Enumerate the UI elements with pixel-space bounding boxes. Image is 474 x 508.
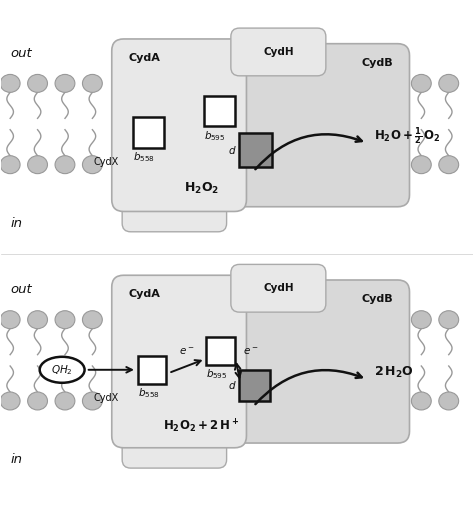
Text: CydB: CydB xyxy=(361,58,393,68)
FancyBboxPatch shape xyxy=(204,280,410,443)
Bar xyxy=(138,356,166,384)
Text: $\mathbf{H_2O_2}$: $\mathbf{H_2O_2}$ xyxy=(184,181,219,196)
Ellipse shape xyxy=(27,392,47,410)
Ellipse shape xyxy=(411,392,431,410)
Ellipse shape xyxy=(439,311,459,329)
Text: in: in xyxy=(10,453,22,466)
Text: $\mathbf{H_2O + \frac{1}{2}\,O_2}$: $\mathbf{H_2O + \frac{1}{2}\,O_2}$ xyxy=(374,125,441,147)
Ellipse shape xyxy=(40,357,84,383)
Text: $QH_2$: $QH_2$ xyxy=(51,363,73,377)
Text: CydA: CydA xyxy=(128,290,160,299)
Ellipse shape xyxy=(55,392,75,410)
Ellipse shape xyxy=(0,74,20,92)
Text: CydX: CydX xyxy=(93,157,119,167)
Bar xyxy=(204,96,235,126)
Ellipse shape xyxy=(0,392,20,410)
Text: $\mathbf{2\,H_2O}$: $\mathbf{2\,H_2O}$ xyxy=(374,365,414,379)
FancyBboxPatch shape xyxy=(122,416,227,468)
Ellipse shape xyxy=(82,155,102,174)
Text: $b_{558}$: $b_{558}$ xyxy=(133,150,155,164)
Text: $\mathbf{H_2O_2 + 2\,H^+}$: $\mathbf{H_2O_2 + 2\,H^+}$ xyxy=(164,418,240,435)
Ellipse shape xyxy=(82,392,102,410)
Text: $e^-$: $e^-$ xyxy=(243,345,258,357)
FancyBboxPatch shape xyxy=(112,39,246,211)
Text: $b_{558}$: $b_{558}$ xyxy=(138,386,160,400)
Ellipse shape xyxy=(0,311,20,329)
Ellipse shape xyxy=(439,74,459,92)
Text: $b_{595}$: $b_{595}$ xyxy=(206,367,228,381)
Text: $d$: $d$ xyxy=(228,144,237,156)
Ellipse shape xyxy=(27,155,47,174)
Ellipse shape xyxy=(411,311,431,329)
Text: in: in xyxy=(10,217,22,230)
Ellipse shape xyxy=(27,311,47,329)
Ellipse shape xyxy=(439,155,459,174)
Ellipse shape xyxy=(27,74,47,92)
FancyBboxPatch shape xyxy=(112,275,246,448)
FancyBboxPatch shape xyxy=(204,44,410,207)
Ellipse shape xyxy=(55,74,75,92)
Ellipse shape xyxy=(411,155,431,174)
Ellipse shape xyxy=(0,155,20,174)
Bar xyxy=(239,370,270,400)
Text: $e^-$: $e^-$ xyxy=(179,345,195,357)
Text: out: out xyxy=(10,283,32,296)
Ellipse shape xyxy=(411,74,431,92)
FancyBboxPatch shape xyxy=(231,264,326,312)
Ellipse shape xyxy=(55,311,75,329)
Text: CydB: CydB xyxy=(361,294,393,304)
Text: CydA: CydA xyxy=(128,53,160,63)
Ellipse shape xyxy=(82,311,102,329)
Bar xyxy=(133,117,164,148)
Text: out: out xyxy=(10,47,32,59)
FancyBboxPatch shape xyxy=(231,28,326,76)
Text: $d$: $d$ xyxy=(228,379,237,391)
Text: CydX: CydX xyxy=(93,393,119,403)
Ellipse shape xyxy=(439,392,459,410)
Ellipse shape xyxy=(82,74,102,92)
Bar xyxy=(206,337,235,365)
Text: $b_{595}$: $b_{595}$ xyxy=(204,129,225,143)
Text: CydH: CydH xyxy=(263,283,294,293)
FancyBboxPatch shape xyxy=(122,179,227,232)
Bar xyxy=(239,134,273,167)
Ellipse shape xyxy=(55,155,75,174)
Text: CydH: CydH xyxy=(263,47,294,57)
